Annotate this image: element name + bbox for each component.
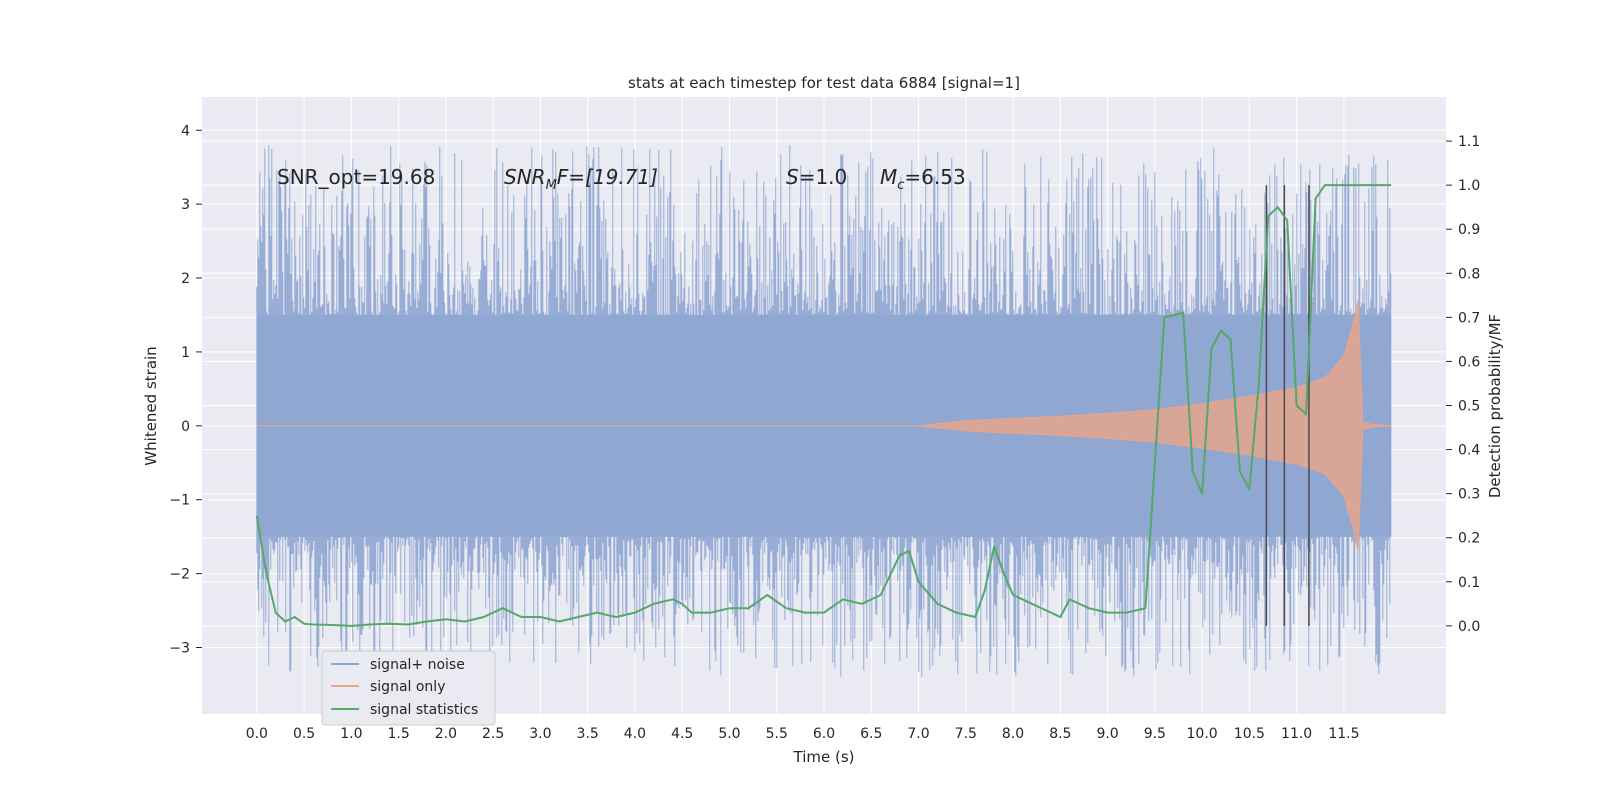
y-tick-label: −2: [169, 567, 190, 583]
right-y-tick-label: 1.1: [1458, 134, 1480, 150]
x-axis-label: Time (s): [793, 748, 855, 766]
x-tick-label: 11.5: [1328, 726, 1359, 742]
x-tick-label: 7.5: [955, 726, 977, 742]
right-y-tick-label: 0.5: [1458, 399, 1480, 415]
right-y-tick-label: 0.2: [1458, 531, 1480, 547]
right-y-tick-label: 0.3: [1458, 487, 1480, 503]
x-tick-label: 8.0: [1002, 726, 1024, 742]
y-tick-label: −1: [169, 493, 190, 509]
y-tick-label: 1: [181, 345, 190, 361]
x-tick-label: 2.5: [482, 726, 504, 742]
right-y-tick-label: 0.4: [1458, 443, 1480, 459]
x-tick-label: 0.0: [246, 726, 268, 742]
x-tick-label: 5.0: [718, 726, 740, 742]
right-y-tick-label: 0.1: [1458, 575, 1480, 591]
right-y-tick-label: 0.9: [1458, 222, 1480, 238]
x-tick-label: 8.5: [1049, 726, 1071, 742]
x-tick-label: 1.5: [387, 726, 409, 742]
x-tick-label: 0.5: [293, 726, 315, 742]
right-y-tick-label: 0.8: [1458, 266, 1480, 282]
x-tick-label: 9.5: [1144, 726, 1166, 742]
right-y-tick-label: 1.0: [1458, 178, 1480, 194]
x-tick-label: 10.0: [1187, 726, 1218, 742]
mc-subscript: c: [897, 178, 904, 193]
x-tick-label: 5.5: [766, 726, 788, 742]
y-tick-label: 0: [181, 419, 190, 435]
snr-opt-annotation: SNR_opt=19.68: [277, 165, 435, 189]
x-tick-label: 3.0: [529, 726, 551, 742]
x-tick-label: 10.5: [1234, 726, 1265, 742]
chart-title: stats at each timestep for test data 688…: [628, 74, 1020, 92]
right-y-tick-label: 0.7: [1458, 310, 1480, 326]
s-symbol: S: [786, 165, 799, 189]
legend-label-signal: signal only: [370, 679, 445, 695]
x-axis-ticks: 0.0 0.5 1.0 1.5 2.0 2.5 3.0 3.5 4.0 4.5 5.0 5.5 6.0 6…: [246, 726, 1360, 742]
x-tick-label: 7.0: [907, 726, 929, 742]
y-axis-label: Whitened strain: [142, 346, 160, 465]
right-y-axis-ticks: 0.0 0.1 0.2 0.3 0.4 0.5 0.6 0.7 0.8 0.9 1.0 1.1: [1446, 134, 1480, 635]
x-tick-label: 2.0: [435, 726, 457, 742]
legend: signal+ noise signal only signal statist…: [321, 650, 496, 726]
legend-label-stats: signal statistics: [370, 702, 478, 718]
mc-value: =6.53: [904, 165, 965, 189]
mc-annotation: Mc=6.53: [880, 165, 966, 193]
y-axis-ticks: −3 −2 −1 0 1 2 3 4: [169, 123, 202, 656]
snr-mf-annotation: SNRMF=[19.71]: [504, 165, 658, 193]
legend-label-noise: signal+ noise: [370, 657, 465, 673]
y-tick-label: −3: [169, 640, 190, 656]
mc-symbol: M: [880, 165, 897, 189]
signal-statistics-line: [255, 184, 1392, 627]
right-y-tick-label: 0.0: [1458, 619, 1480, 635]
y-tick-label: 2: [181, 271, 190, 287]
s-value: =1.0: [799, 165, 848, 189]
snr-mf-value: F=[19.71]: [557, 165, 658, 189]
legend-box: [321, 650, 496, 726]
signal-envelope: [256, 300, 1392, 552]
right-y-axis-label: Detection probability/MF: [1486, 314, 1504, 498]
signal-statistics-series: [255, 184, 1392, 627]
s-annotation: S=1.0: [786, 165, 847, 189]
x-tick-label: 11.0: [1281, 726, 1312, 742]
x-tick-label: 9.0: [1096, 726, 1118, 742]
x-tick-label: 4.0: [624, 726, 646, 742]
snr-mf-symbol: SNR: [504, 165, 546, 189]
right-y-tick-label: 0.6: [1458, 354, 1480, 370]
x-tick-label: 4.5: [671, 726, 693, 742]
y-tick-label: 3: [181, 197, 190, 213]
snr-mf-subscript: M: [546, 178, 557, 193]
x-tick-label: 3.5: [577, 726, 599, 742]
x-tick-label: 6.0: [813, 726, 835, 742]
signal-only-series: [256, 300, 1392, 552]
y-tick-label: 4: [181, 123, 190, 139]
x-tick-label: 1.0: [340, 726, 362, 742]
x-tick-label: 6.5: [860, 726, 882, 742]
